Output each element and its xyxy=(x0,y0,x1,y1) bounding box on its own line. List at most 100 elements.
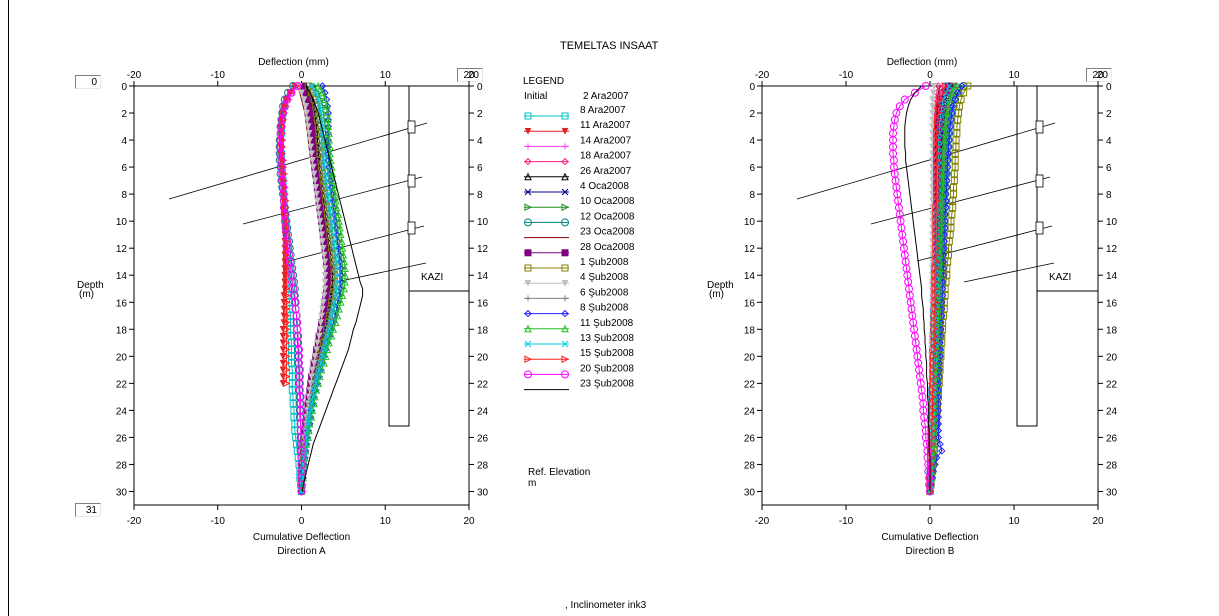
legend-entry-14: 8 Şub2008 xyxy=(524,303,629,318)
panel-a-point xyxy=(282,217,291,225)
panel-a-point xyxy=(324,332,331,340)
legend-swatch-marker xyxy=(524,203,533,212)
legend-entry-16: 13 Şub2008 xyxy=(524,333,634,348)
panel-a-point xyxy=(332,203,341,212)
panel-a-point xyxy=(334,210,343,218)
legend-swatch-marker xyxy=(561,370,569,379)
panel-a-point xyxy=(336,223,344,232)
panel-a-point xyxy=(317,319,325,327)
panel-a-anchor-head-1 xyxy=(407,120,416,134)
panel-a-point xyxy=(320,358,328,367)
panel-a-point xyxy=(337,230,345,239)
panel-b-point xyxy=(929,123,936,131)
legend-swatch-marker xyxy=(524,355,533,364)
panel-b-point xyxy=(929,366,938,374)
panel-b-point xyxy=(943,156,952,165)
panel-b-point xyxy=(929,399,937,408)
panel-b-ytick-label-right: 30 xyxy=(1106,487,1118,498)
panel-a-point xyxy=(315,366,323,374)
panel-b-point xyxy=(932,251,940,259)
panel-a-point xyxy=(282,284,291,293)
panel-a-point xyxy=(324,122,333,131)
panel-b-point xyxy=(929,386,937,394)
panel-b-xtick-label-bottom: 0 xyxy=(927,516,933,527)
panel-a-anchor-1 xyxy=(168,122,428,200)
panel-a-point xyxy=(338,244,347,252)
panel-a-ytick-label-right: 28 xyxy=(477,460,489,471)
range-a-box[interactable]: 20 xyxy=(457,68,483,82)
panel-a-ytick-label-left: 22 xyxy=(116,379,128,390)
panel-b-point xyxy=(948,102,957,110)
panel-a-ytick-label-right: 2 xyxy=(477,109,483,120)
panel-a-anchor-head-3 xyxy=(407,221,416,235)
panel-a-point xyxy=(311,177,319,185)
panel-b-series-line xyxy=(904,85,931,492)
panel-b-point xyxy=(955,109,963,117)
panel-b-ytick-label-right: 20 xyxy=(1106,352,1118,363)
panel-b-xtick-label-bottom: -10 xyxy=(839,516,854,527)
panel-a-ytick-label-left: 12 xyxy=(116,244,128,255)
panel-a-point xyxy=(321,278,329,286)
panel-b-point xyxy=(938,190,947,198)
panel-b-wall xyxy=(1016,85,1038,427)
panel-b-ytick-label-left: 22 xyxy=(744,379,756,390)
panel-a-point xyxy=(315,211,323,218)
panel-a-point xyxy=(282,325,291,334)
range-b-box[interactable]: 20 xyxy=(1086,68,1112,82)
panel-b-point xyxy=(945,237,953,245)
panel-b-point xyxy=(944,149,953,158)
panel-a-point xyxy=(330,238,338,245)
ref-elevation-label: Ref. Elevation xyxy=(528,467,590,478)
depth-min-box[interactable]: 0 xyxy=(75,75,101,89)
panel-b-anchor-4 xyxy=(963,262,1055,283)
panel-b-point xyxy=(953,129,961,137)
panel-b-point xyxy=(934,122,942,131)
panel-b-point xyxy=(929,352,938,361)
panel-a-wall xyxy=(388,85,410,427)
panel-b-point xyxy=(941,129,949,137)
panel-a-point xyxy=(279,156,288,165)
panel-b-series-line xyxy=(892,85,931,492)
panel-b-point xyxy=(933,149,941,158)
panel-a-point xyxy=(337,298,345,306)
depth-max-box[interactable]: 31 xyxy=(75,503,101,517)
window-left-border xyxy=(8,0,9,616)
panel-a-ytick-label-left: 18 xyxy=(116,325,128,336)
panel-a-series-19 xyxy=(301,85,364,492)
legend-entry-9: 23 Oca2008 xyxy=(524,227,635,239)
legend-entry-11: 1 Şub2008 xyxy=(524,257,629,272)
legend-entry-17: 15 Şub2008 xyxy=(524,348,634,364)
panel-a-point xyxy=(331,244,339,252)
panel-a-ytick-label-right: 8 xyxy=(477,190,483,201)
panel-a-point xyxy=(282,203,290,212)
legend-swatch-marker xyxy=(561,203,570,212)
panel-a-point xyxy=(329,305,337,313)
panel-b-point xyxy=(945,95,954,104)
panel-a-point xyxy=(327,319,335,326)
panel-a-point xyxy=(312,184,320,191)
panel-a-point xyxy=(320,150,328,157)
panel-a-point xyxy=(291,420,299,428)
panel-a-point xyxy=(312,380,320,387)
panel-b-point xyxy=(947,116,955,124)
panel-b-point xyxy=(930,325,939,334)
panel-a-point xyxy=(280,176,289,185)
panel-a-point xyxy=(316,326,324,333)
panel-b-point xyxy=(950,177,958,185)
panel-a-point xyxy=(314,339,321,347)
panel-b-point xyxy=(933,197,941,205)
panel-b-point xyxy=(929,89,937,97)
panel-a-point xyxy=(339,250,348,259)
panel-b-subtitle: Direction B xyxy=(906,546,955,557)
panel-b-point xyxy=(928,440,936,448)
panel-a-point xyxy=(292,433,300,441)
panel-b-point xyxy=(943,102,952,110)
panel-a-point xyxy=(320,251,328,259)
legend-swatch-marker xyxy=(524,172,532,181)
panel-a-point xyxy=(316,217,324,225)
legend-swatch-marker xyxy=(561,157,569,166)
panel-a-depth-unit: (m) xyxy=(79,289,94,300)
panel-b-point xyxy=(939,88,947,97)
legend-entry-8: 12 Oca2008 xyxy=(524,211,635,227)
panel-a-point xyxy=(332,251,340,259)
